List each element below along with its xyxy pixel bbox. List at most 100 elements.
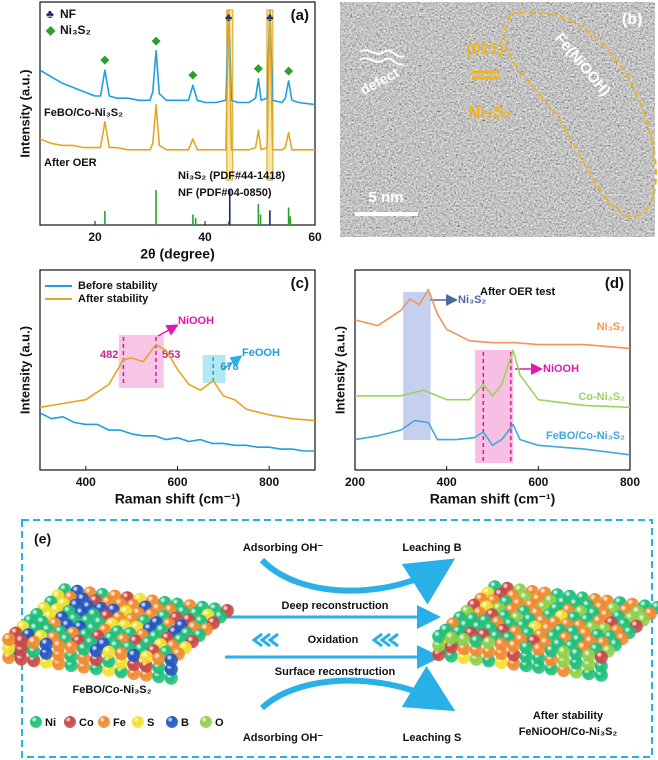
reference-label: Ni₃S₂ (PDF#44-1418)	[178, 170, 286, 182]
atom	[114, 647, 128, 661]
legend-label: O	[215, 717, 224, 729]
peak-marker: ◆	[188, 69, 198, 81]
step-label: Adsorbing OH⁻	[243, 732, 324, 744]
series-line	[40, 343, 315, 422]
x-tick-label: 400	[437, 475, 457, 489]
atom	[432, 629, 446, 644]
series-line	[40, 9, 315, 151]
atom	[89, 644, 103, 658]
scale-label: 5 nm	[368, 189, 403, 206]
legend-symbol: ♣	[46, 7, 54, 21]
legend-atom	[200, 716, 212, 728]
highlight-box	[403, 292, 431, 440]
atom	[594, 650, 608, 664]
series-label: FeBO/Co-Ni₃S₂	[546, 430, 625, 442]
plot-frame	[354, 269, 631, 471]
annotation: Ni₃S₂	[458, 294, 486, 306]
legend-label: B	[181, 717, 189, 729]
legend-label: S	[147, 717, 154, 729]
atom-slab	[432, 580, 658, 682]
series-line	[355, 349, 630, 409]
atom	[27, 636, 41, 650]
peak-marker: ♣	[266, 12, 273, 24]
atom	[469, 634, 483, 648]
x-tick-label: 40	[198, 230, 212, 244]
arrow	[259, 665, 456, 712]
step-label: Deep reconstruction	[282, 600, 389, 612]
atom	[152, 652, 166, 666]
atom	[77, 642, 91, 656]
legend-label: Co	[79, 717, 94, 729]
atom	[139, 650, 153, 664]
x-tick-label: 400	[76, 475, 96, 489]
legend-label: Before stability	[78, 280, 158, 292]
y-axis-title: Intensity (a.u.)	[17, 326, 32, 414]
peak-marker: ◆	[151, 35, 161, 47]
panel-e: (e) Adsorbing OH⁻ Leaching B Deep recons…	[2, 519, 658, 758]
defect-mark	[359, 49, 405, 58]
atom-slab	[2, 583, 234, 685]
legend-atom	[132, 716, 144, 728]
step-label: Leaching B	[402, 542, 461, 554]
peak-marker: ♣	[225, 12, 232, 24]
annotation: (021)	[466, 41, 503, 58]
peak-marker: ◆	[100, 54, 110, 66]
atom	[127, 648, 141, 663]
legend-atom	[30, 716, 42, 728]
series-line	[355, 419, 630, 456]
series-label: Ni₃S₂	[597, 321, 625, 333]
reference-label: NF (PDF#04-0850)	[178, 187, 272, 199]
atom	[457, 633, 471, 647]
legend-label: After stability	[78, 293, 149, 305]
atom	[52, 639, 66, 653]
x-tick-label: 800	[620, 475, 640, 489]
atom	[39, 637, 53, 651]
x-axis-title: Raman shift (cm⁻¹)	[115, 491, 241, 507]
arrow	[157, 324, 179, 337]
panel-label: (e)	[34, 531, 51, 547]
legend-symbol: ◆	[45, 23, 56, 37]
peak-label: 482	[100, 349, 118, 361]
y-axis-title: Intensity (a.u.)	[332, 326, 347, 414]
outline	[503, 10, 657, 218]
defect-mark	[359, 57, 405, 66]
annotation: After OER test	[480, 286, 556, 298]
series-group	[40, 343, 315, 452]
series-label: Co-Ni₃S₂	[578, 391, 625, 403]
panel-label: (d)	[605, 275, 624, 292]
caption: After stability	[533, 710, 604, 722]
step-label: Adsorbing OH⁻	[243, 542, 324, 554]
legend-atom	[166, 716, 178, 728]
y-axis-title: Intensity (a.u.)	[17, 69, 32, 157]
panel-label: (a)	[291, 7, 309, 24]
atom	[444, 631, 458, 645]
atom	[582, 649, 596, 663]
series-line	[40, 412, 315, 452]
x-tick-label: 600	[167, 475, 187, 489]
x-axis-title: 2θ (degree)	[140, 246, 214, 262]
annotation: FeOOH	[242, 347, 280, 359]
arrow	[221, 355, 243, 371]
atom	[507, 639, 521, 653]
atom	[532, 642, 546, 656]
legend-atom	[64, 716, 76, 728]
x-tick-label: 200	[345, 475, 365, 489]
peak-label: 678	[220, 361, 238, 373]
legend-label: NF	[60, 7, 76, 21]
annotation: NiOOH	[178, 315, 214, 327]
tem-image	[340, 2, 655, 237]
caption: FeBO/Co-Ni₃S₂	[72, 684, 151, 696]
annotation: NiOOH	[543, 363, 579, 375]
x-tick-label: 60	[308, 230, 322, 244]
x-tick-label: 20	[88, 230, 102, 244]
step-label: Oxidation	[308, 634, 359, 646]
caption: FeNiOOH/Co-Ni₃S₂	[519, 726, 618, 738]
atom	[482, 636, 496, 650]
step-label: Leaching S	[403, 732, 462, 744]
chevrons	[251, 632, 399, 648]
series-group	[40, 9, 315, 151]
atom	[544, 644, 558, 658]
peak-marker: ◆	[283, 65, 293, 77]
